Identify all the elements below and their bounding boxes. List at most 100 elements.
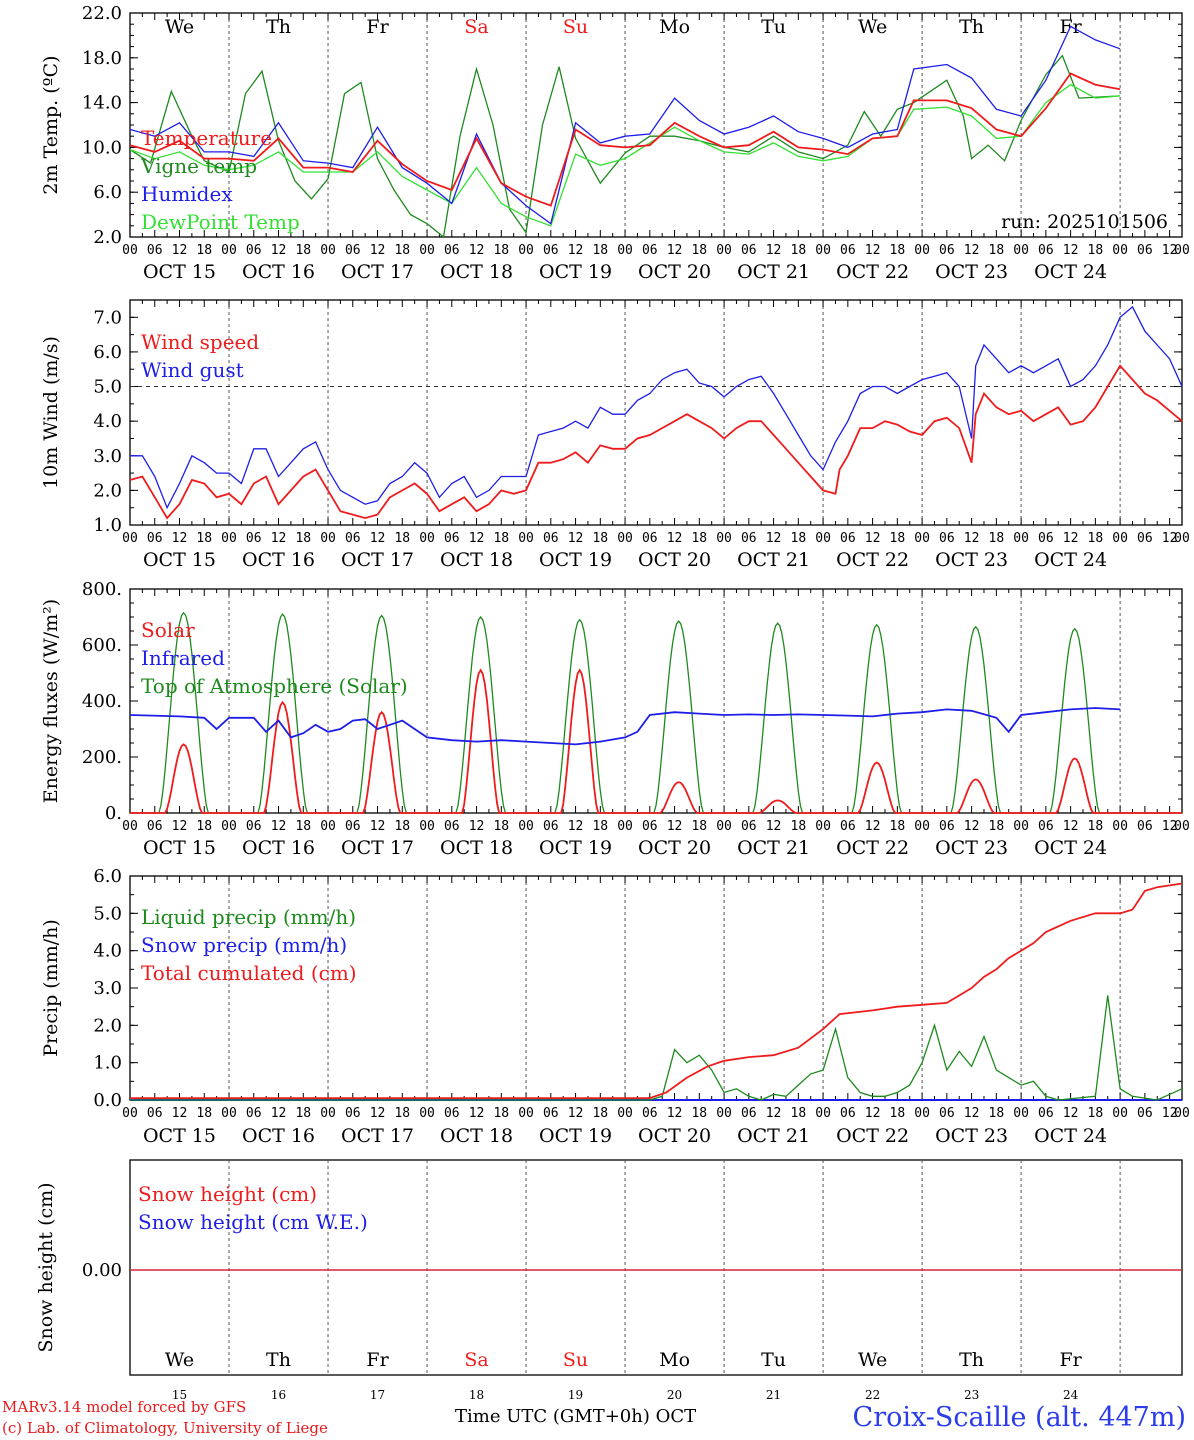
y-tick-label: 2.0 bbox=[93, 1015, 122, 1036]
hour-tick-label: 12 bbox=[370, 1106, 386, 1121]
hour-tick-label: 12 bbox=[1162, 531, 1178, 546]
hour-tick-label: 06 bbox=[1038, 531, 1054, 546]
hour-tick-label: 18 bbox=[196, 1106, 212, 1121]
y-tick-label: 0. bbox=[105, 803, 122, 824]
plot-frame bbox=[129, 1159, 1183, 1376]
y-tick-label: 200. bbox=[82, 747, 122, 768]
hour-tick-label: 12 bbox=[172, 1106, 188, 1121]
y-tick-label: 3.0 bbox=[93, 446, 122, 467]
hour-tick-label: 06 bbox=[1038, 1106, 1054, 1121]
hour-tick-label: 12 bbox=[271, 531, 287, 546]
hour-tick-label: 12 bbox=[1063, 819, 1079, 834]
date-label: OCT 22 bbox=[836, 1125, 909, 1147]
date-label: OCT 19 bbox=[539, 1125, 612, 1147]
legend-snow-height-cm-w-e-: Snow height (cm W.E.) bbox=[138, 1210, 368, 1234]
hour-tick-label: 00 bbox=[914, 1106, 930, 1121]
y-tick-label: 10.0 bbox=[82, 137, 122, 158]
y-tick-label: 1.0 bbox=[93, 515, 122, 536]
hour-tick-label: 12 bbox=[865, 819, 881, 834]
hour-tick-label: 00 bbox=[1174, 819, 1190, 834]
hour-tick-label: 12 bbox=[469, 531, 485, 546]
panel-wind: 1.0 2.0 3.0 4.0 5.0 6.0 7.0 10m Wind (m/s) 00 06 1… bbox=[40, 299, 1190, 571]
hour-tick-label: 00 bbox=[122, 243, 138, 258]
y-axis-title: Precip (mm/h) bbox=[40, 919, 62, 1057]
hour-tick-label: 06 bbox=[840, 819, 856, 834]
y-axis-title: 2m Temp. (ºC) bbox=[40, 55, 62, 194]
hour-tick-label: 12 bbox=[1162, 243, 1178, 258]
y-tick-label: 3.0 bbox=[93, 978, 122, 999]
date-label: OCT 20 bbox=[638, 837, 711, 859]
hour-tick-label: 00 bbox=[320, 531, 336, 546]
hour-tick-label: 00 bbox=[320, 819, 336, 834]
date-label: OCT 15 bbox=[143, 1125, 216, 1147]
hour-tick-label: 06 bbox=[939, 531, 955, 546]
hour-tick-label: 18 bbox=[691, 243, 707, 258]
hour-tick-label: 18 bbox=[989, 1106, 1005, 1121]
hour-tick-label: 00 bbox=[617, 243, 633, 258]
hour-tick-label: 12 bbox=[964, 243, 980, 258]
hour-tick-label: 12 bbox=[370, 243, 386, 258]
hour-tick-label: 00 bbox=[914, 531, 930, 546]
hour-tick-label: 12 bbox=[766, 243, 782, 258]
y-tick-label: 4.0 bbox=[93, 411, 122, 432]
hour-tick-label: 18 bbox=[691, 1106, 707, 1121]
hour-tick-label: 12 bbox=[370, 819, 386, 834]
hour-tick-label: 00 bbox=[617, 1106, 633, 1121]
credit-line-2: (c) Lab. of Climatology, University of L… bbox=[2, 1419, 328, 1437]
y-axis-title: Energy fluxes (W/m²) bbox=[40, 599, 62, 803]
day-number: 18 bbox=[469, 1388, 484, 1402]
weekday-label: Sa bbox=[464, 1349, 488, 1371]
legend-temperature: Temperature bbox=[141, 126, 272, 150]
plot-frame bbox=[129, 299, 1183, 526]
hour-tick-label: 18 bbox=[493, 531, 509, 546]
series-group bbox=[130, 25, 1121, 237]
weekday-label: We bbox=[858, 1349, 887, 1371]
date-label: OCT 23 bbox=[935, 549, 1008, 571]
hour-tick-label: 06 bbox=[642, 531, 658, 546]
hour-tick-label: 06 bbox=[741, 819, 757, 834]
date-label: OCT 21 bbox=[737, 549, 810, 571]
legend-total-cumulated-cm-: Total cumulated (cm) bbox=[141, 961, 357, 985]
day-number: 22 bbox=[865, 1388, 880, 1402]
hour-tick-label: 06 bbox=[543, 531, 559, 546]
hour-tick-label: 06 bbox=[1137, 243, 1153, 258]
date-label: OCT 18 bbox=[440, 837, 513, 859]
hour-tick-label: 18 bbox=[989, 243, 1005, 258]
hour-tick-label: 00 bbox=[122, 1106, 138, 1121]
hour-tick-label: 18 bbox=[791, 531, 807, 546]
date-label: OCT 17 bbox=[341, 1125, 414, 1147]
hour-tick-label: 12 bbox=[271, 243, 287, 258]
date-label: OCT 15 bbox=[143, 549, 216, 571]
y-tick-label: 6.0 bbox=[93, 866, 122, 887]
hour-tick-label: 06 bbox=[840, 1106, 856, 1121]
y-tick-label: 600. bbox=[82, 635, 122, 656]
panel-snow: 0.00 Snow height (cm) Snow height (cm) Snow… bbox=[35, 1159, 1183, 1402]
panel-temperature: 2.0 6.0 10.0 14.0 18.0 22.0 2m Temp. (ºC) 00 06 1… bbox=[40, 3, 1190, 283]
series-liquid-precip bbox=[130, 995, 1183, 1101]
y-tick-label: 0.0 bbox=[93, 1090, 122, 1111]
date-label: OCT 22 bbox=[836, 549, 909, 571]
date-label: OCT 20 bbox=[638, 549, 711, 571]
hour-tick-label: 18 bbox=[1088, 531, 1104, 546]
hour-tick-label: 06 bbox=[1137, 531, 1153, 546]
hour-tick-label: 12 bbox=[1063, 1106, 1079, 1121]
hour-tick-label: 06 bbox=[543, 1106, 559, 1121]
hour-tick-label: 12 bbox=[568, 531, 584, 546]
date-label: OCT 21 bbox=[737, 1125, 810, 1147]
weekday-label: Tu bbox=[761, 16, 786, 38]
hour-tick-label: 18 bbox=[295, 531, 311, 546]
hour-tick-label: 00 bbox=[221, 819, 237, 834]
hour-tick-label: 00 bbox=[1013, 1106, 1029, 1121]
date-label: OCT 21 bbox=[737, 261, 810, 283]
hour-tick-label: 00 bbox=[221, 1106, 237, 1121]
date-label: OCT 15 bbox=[143, 261, 216, 283]
hour-tick-label: 06 bbox=[147, 1106, 163, 1121]
weekday-label: Th bbox=[266, 1349, 291, 1371]
time-axis-caption: Time UTC (GMT+0h) OCT bbox=[455, 1406, 697, 1427]
series-wind-gust bbox=[130, 305, 1183, 510]
y-tick-label: 1.0 bbox=[93, 1053, 122, 1074]
hour-tick-label: 18 bbox=[791, 1106, 807, 1121]
hour-tick-label: 12 bbox=[964, 531, 980, 546]
hour-tick-label: 18 bbox=[394, 1106, 410, 1121]
weekday-label: We bbox=[165, 16, 194, 38]
